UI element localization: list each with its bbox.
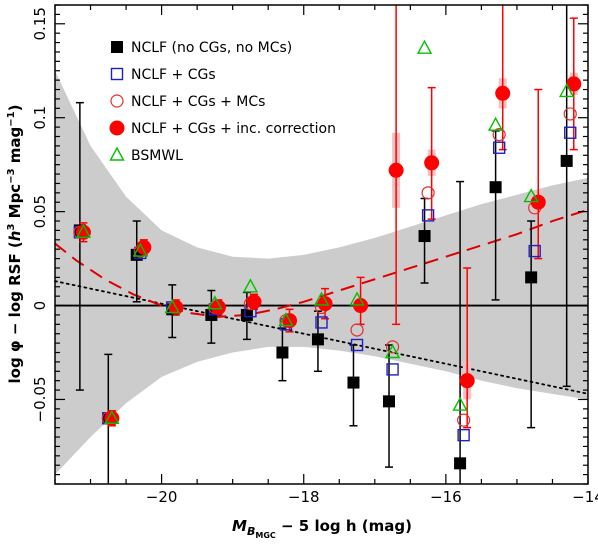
marker-series-4	[388, 162, 404, 178]
marker-series-2	[492, 141, 506, 154]
marker-series-5	[487, 116, 504, 131]
y-tick-label: 0.15	[31, 7, 49, 40]
marker-series-1	[560, 154, 573, 167]
data-markers	[73, 39, 582, 470]
marker-series-1	[454, 457, 467, 470]
plot-frame	[54, 4, 589, 485]
legend-marker-series-3	[110, 94, 124, 108]
marker-series-5	[278, 312, 294, 327]
marker-series-4	[317, 296, 333, 312]
marker-series-1	[311, 333, 324, 346]
x-tick-label: −16	[430, 488, 462, 506]
legend-marker-series-5	[109, 146, 125, 161]
marker-series-5	[207, 295, 223, 310]
marker-series-3	[421, 186, 435, 200]
marker-series-5	[104, 409, 120, 424]
marker-series-5	[452, 396, 468, 411]
marker-series-2	[564, 126, 577, 139]
marker-series-2	[528, 244, 541, 258]
marker-series-1	[383, 395, 396, 408]
y-tick-label: 0.05	[31, 195, 49, 228]
marker-series-1	[130, 248, 143, 261]
marker-series-4	[75, 224, 91, 240]
y-tick-label: 0.1	[31, 106, 49, 130]
marker-series-1	[418, 230, 431, 243]
x-tick-label: −14	[572, 488, 598, 506]
legend-marker-series-1	[111, 41, 123, 53]
marker-series-2	[457, 428, 470, 442]
legend-marker-series-2	[110, 67, 124, 81]
marker-series-2	[421, 209, 435, 222]
shaded-band-area	[55, 70, 588, 475]
legend-label-series-2: NCLF + CGs	[131, 67, 216, 83]
marker-series-2	[386, 363, 399, 376]
marker-series-4	[104, 410, 120, 426]
y-axis-title: log φ − log RSF (h3 Mpc−3 mag−1)	[6, 105, 24, 384]
x-axis-title: MBMGC − 5 log h (mag)	[232, 517, 412, 540]
marker-series-1	[347, 376, 360, 389]
marker-series-5	[384, 344, 401, 359]
marker-series-3	[563, 107, 577, 121]
marker-series-3	[492, 128, 506, 142]
marker-series-5	[523, 188, 539, 203]
marker-series-4	[459, 373, 475, 389]
marker-series-1	[489, 181, 502, 194]
marker-series-3	[457, 413, 471, 427]
marker-series-5	[416, 39, 433, 54]
legend-marker-series-4	[109, 120, 125, 136]
marker-series-5	[75, 223, 92, 238]
marker-series-1	[276, 346, 289, 359]
y-tick-label: −0.05	[31, 376, 49, 422]
marker-series-4	[424, 155, 440, 171]
legend-label-series-4: NCLF + CGs + inc. correction	[131, 121, 336, 137]
x-tick-label: −20	[146, 488, 178, 506]
legend-label-series-5: BSMWL	[131, 148, 183, 164]
marker-series-2	[315, 316, 328, 329]
marker-series-1	[240, 308, 253, 321]
marker-series-5	[559, 82, 575, 98]
marker-series-5	[349, 291, 365, 306]
marker-series-5	[242, 278, 259, 293]
legend-label-series-1: NCLF (no CGs, no MCs)	[131, 40, 292, 56]
marker-series-5	[313, 291, 330, 306]
marker-series-4	[495, 85, 511, 101]
legend-label-series-3: NCLF + CGs + MCs	[131, 94, 265, 110]
y-tick-label: 0	[31, 301, 49, 311]
marker-series-4	[246, 294, 262, 310]
reference-line-dashed	[54, 208, 589, 318]
legend: NCLF (no CGs, no MCs) NCLF + CGs NCLF + CG…	[109, 40, 336, 164]
marker-series-3	[350, 323, 364, 337]
marker-series-3	[385, 340, 400, 354]
marker-series-1	[525, 271, 538, 284]
marker-series-5	[164, 298, 180, 314]
shaded-confidence-band	[55, 70, 588, 475]
marker-series-2	[350, 338, 364, 352]
marker-series-4	[210, 299, 226, 315]
axis-ticks: −20 −18 −16 −14 −0.05 0 0.05 0.1 0.15	[31, 4, 598, 506]
x-tick-label: −18	[288, 488, 320, 506]
marker-series-5	[132, 242, 148, 257]
marker-series-4	[566, 76, 582, 92]
